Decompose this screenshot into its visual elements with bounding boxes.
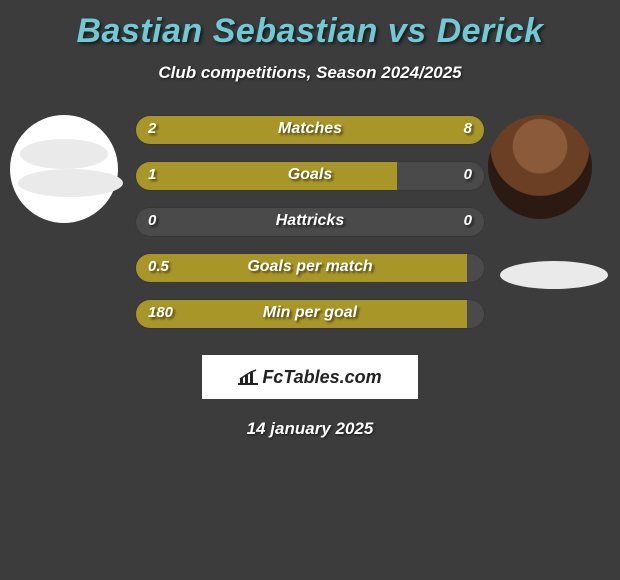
stat-bar-row: Min per goal180 [135,299,485,329]
stat-bar-label: Hattricks [136,212,484,230]
stat-bar-label: Matches [136,120,484,138]
stat-bar-row: Hattricks0 0 [135,207,485,237]
stat-bar-value-right: 0 [464,212,472,229]
fctables-logo: FcTables.com [202,355,418,399]
subtitle: Club competitions, Season 2024/2025 [0,63,620,83]
stat-bar-value-left: 180 [148,304,173,321]
stat-bar-value-right: 8 [464,120,472,137]
stat-bar-value-left: 2 [148,120,156,137]
stat-bar-value-left: 1 [148,166,156,183]
page-title: Bastian Sebastian vs Derick [0,0,620,51]
stat-bars: Matches28Goals10Hattricks00Goals per mat… [135,115,485,345]
logo-text: FcTables.com [262,367,381,388]
stat-bar-value-left: 0 [148,212,156,229]
player-right-avatar [488,115,592,219]
stat-bar-row: Goals per match0.5 [135,253,485,283]
stat-bar-value-left: 0.5 [148,258,169,275]
stat-bar-row: Matches2 8 [135,115,485,145]
stat-bar-row: Goals1 0 [135,161,485,191]
player-right-name-placeholder [500,261,608,289]
date: 14 january 2025 [0,419,620,439]
chart-icon [238,369,258,385]
stat-bar-label: Goals per match [136,258,484,276]
comparison-area: Matches28Goals10Hattricks00Goals per mat… [0,115,620,335]
stat-bar-value-right: 0 [464,166,472,183]
stat-bar-label: Min per goal [136,304,484,322]
stat-bar-label: Goals [136,166,484,184]
player-left-name-placeholder [18,169,123,197]
